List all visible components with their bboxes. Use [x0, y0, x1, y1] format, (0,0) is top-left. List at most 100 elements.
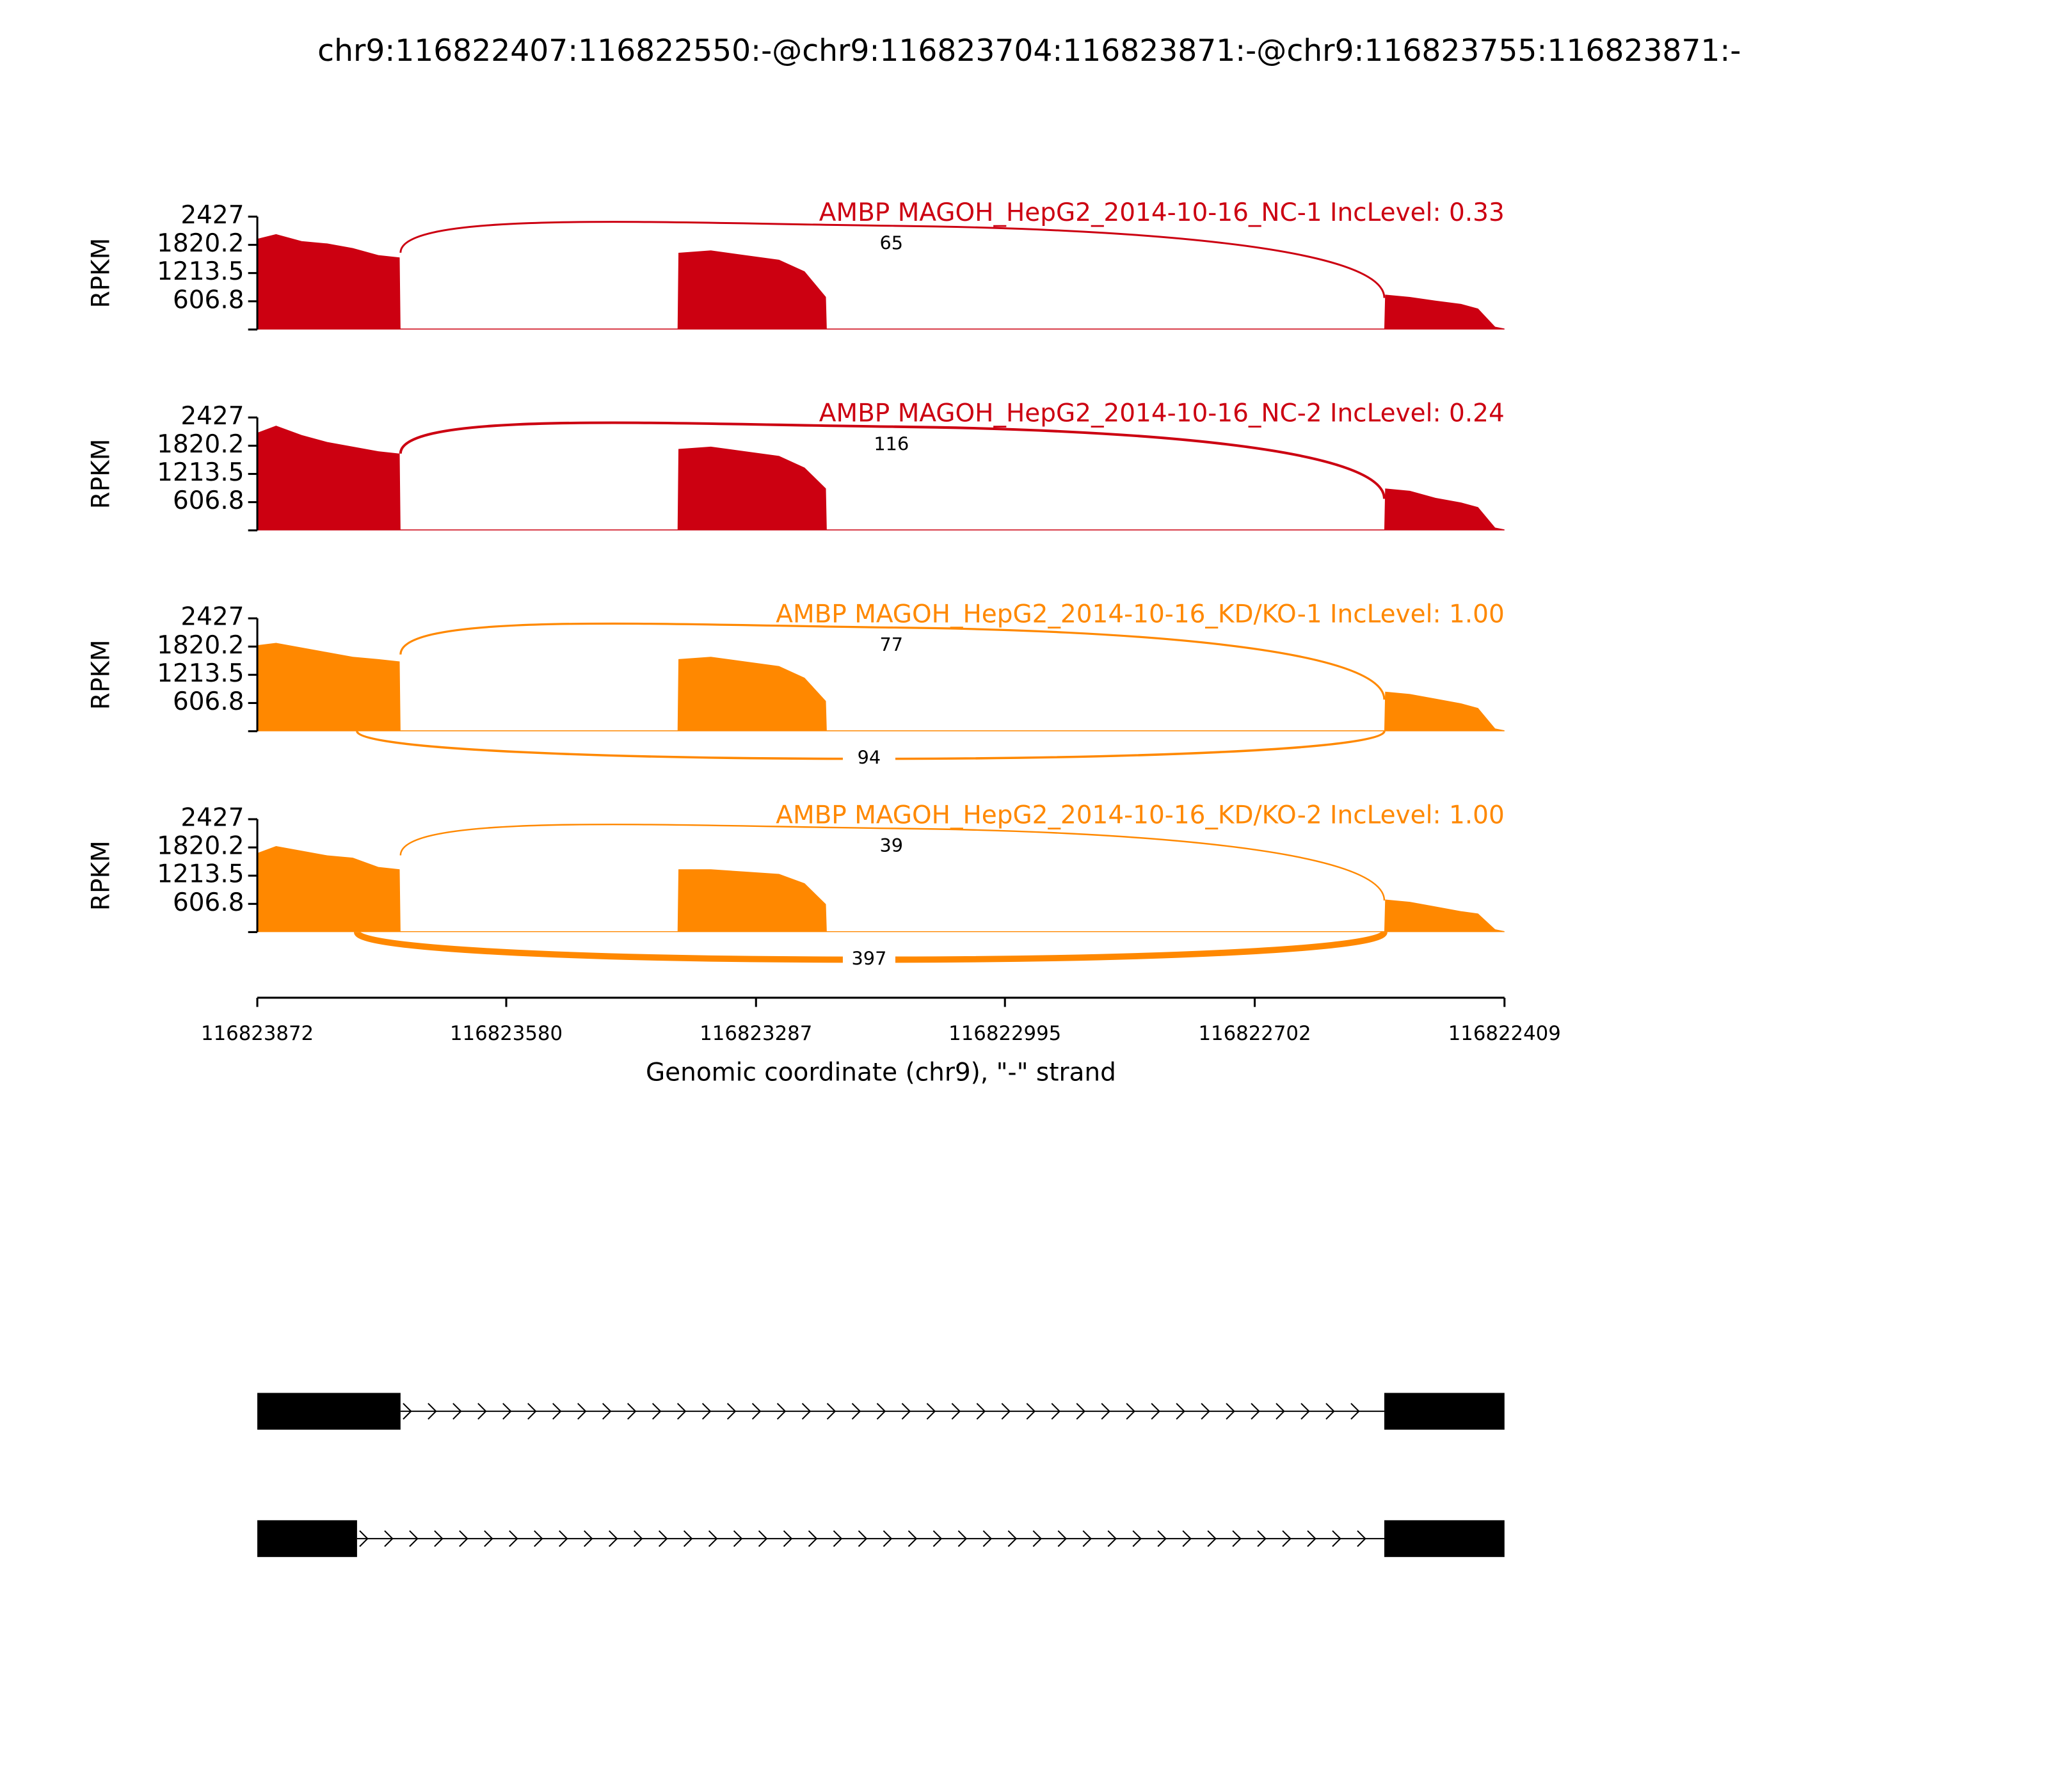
junction-label-bg	[865, 433, 918, 457]
y-axis-label: RPKM	[87, 439, 116, 509]
intron-arrow	[1350, 1403, 1360, 1420]
intron-arrow	[683, 1530, 693, 1548]
y-tick-label: 606.8	[173, 285, 244, 314]
y-tick-label: 1820.2	[157, 229, 244, 258]
intron-arrow	[908, 1530, 918, 1548]
y-tick-label: 1820.2	[157, 631, 244, 660]
intron-arrow	[783, 1530, 793, 1548]
intron-arrow	[1300, 1403, 1310, 1420]
y-tick-label: 606.8	[173, 687, 244, 716]
intron-arrow	[826, 1403, 836, 1420]
junction-label: 116	[874, 433, 909, 454]
junction-label-bg	[865, 232, 918, 256]
intron-arrow	[1151, 1403, 1160, 1420]
panel-label: AMBP MAGOH_HepG2_2014-10-16_NC-2 IncLeve…	[819, 399, 1505, 428]
intron-arrow	[577, 1403, 587, 1420]
y-tick-label: 1820.2	[157, 832, 244, 861]
junction-arc	[399, 221, 1386, 298]
y-axis-label: RPKM	[87, 840, 116, 911]
intron-arrow	[1057, 1530, 1068, 1548]
intron-arrow	[1332, 1530, 1341, 1548]
junction-arc	[399, 421, 1386, 499]
intron-arrow	[1176, 1403, 1185, 1420]
intron-arrow	[1357, 1530, 1366, 1548]
intron-arrow	[1032, 1530, 1043, 1548]
intron-arrow	[452, 1403, 462, 1420]
intron-arrow	[428, 1403, 437, 1420]
intron-arrow	[477, 1403, 487, 1420]
coverage-area	[257, 643, 1505, 732]
intron-arrow	[559, 1530, 568, 1548]
intron-arrow	[409, 1530, 419, 1548]
x-tick-label: 116823580	[450, 1022, 563, 1045]
intron-arrow	[733, 1530, 743, 1548]
intron-arrow	[976, 1403, 986, 1420]
intron-arrow	[652, 1403, 662, 1420]
coverage-area	[257, 845, 1505, 932]
y-tick-label: 1213.5	[157, 659, 244, 688]
intron-arrow	[527, 1403, 537, 1420]
intron-arrow	[359, 1530, 369, 1548]
x-tick-label: 116822702	[1198, 1022, 1311, 1045]
y-tick-label: 606.8	[173, 486, 244, 515]
intron-arrow	[1207, 1530, 1217, 1548]
intron-arrow	[609, 1530, 618, 1548]
intron-arrow	[808, 1530, 818, 1548]
intron-arrow	[552, 1403, 562, 1420]
y-tick-label: 2427	[180, 603, 244, 632]
intron-arrow	[901, 1403, 911, 1420]
junction-label: 397	[852, 947, 887, 969]
x-tick-label: 116822995	[948, 1022, 1061, 1045]
intron-arrow	[833, 1530, 843, 1548]
intron-arrow	[1026, 1403, 1036, 1420]
exon	[1384, 1393, 1505, 1430]
intron-arrow	[1257, 1530, 1267, 1548]
chart-title: chr9:116822407:116822550:-@chr9:11682370…	[317, 33, 1741, 68]
exon	[257, 1520, 357, 1557]
intron-arrow	[1107, 1530, 1117, 1548]
intron-arrow	[1201, 1403, 1210, 1420]
coverage-area	[257, 426, 1505, 531]
y-tick-label: 1820.2	[157, 430, 244, 459]
intron-arrow	[801, 1403, 812, 1420]
panel-label: AMBP MAGOH_HepG2_2014-10-16_NC-1 IncLeve…	[819, 198, 1505, 227]
intron-arrow	[926, 1403, 936, 1420]
intron-arrow	[1226, 1403, 1235, 1420]
panel-label: AMBP MAGOH_HepG2_2014-10-16_KD/KO-2 IncL…	[776, 801, 1504, 829]
intron-arrow	[957, 1530, 968, 1548]
y-tick-label: 2427	[180, 402, 244, 431]
intron-arrow	[932, 1530, 943, 1548]
intron-arrow	[1232, 1530, 1242, 1548]
intron-arrow	[1276, 1403, 1285, 1420]
intron-arrow	[726, 1403, 737, 1420]
y-axis-label: RPKM	[87, 238, 116, 308]
intron-arrow	[534, 1530, 543, 1548]
intron-arrow	[633, 1530, 643, 1548]
intron-arrow	[509, 1530, 518, 1548]
intron-arrow	[758, 1530, 768, 1548]
intron-arrow	[484, 1530, 493, 1548]
intron-arrow	[384, 1530, 394, 1548]
intron-arrow	[751, 1403, 762, 1420]
intron-arrow	[876, 1403, 886, 1420]
intron-arrow	[1051, 1403, 1061, 1420]
y-tick-label: 1213.5	[157, 860, 244, 889]
intron-arrow	[1101, 1403, 1110, 1420]
coverage-area	[257, 234, 1505, 330]
junction-label-bg	[842, 747, 895, 771]
intron-arrow	[1282, 1530, 1292, 1548]
y-axis-label: RPKM	[87, 639, 116, 710]
intron-arrow	[1251, 1403, 1260, 1420]
intron-arrow	[1007, 1530, 1018, 1548]
exon	[1384, 1520, 1505, 1557]
intron-arrow	[1001, 1403, 1011, 1420]
junction-label: 77	[880, 634, 904, 655]
intron-arrow	[502, 1403, 512, 1420]
intron-arrow	[982, 1530, 993, 1548]
intron-arrow	[434, 1530, 444, 1548]
y-tick-label: 1213.5	[157, 458, 244, 487]
intron-arrow	[1076, 1403, 1085, 1420]
intron-arrow	[658, 1530, 668, 1548]
intron-arrow	[701, 1403, 712, 1420]
